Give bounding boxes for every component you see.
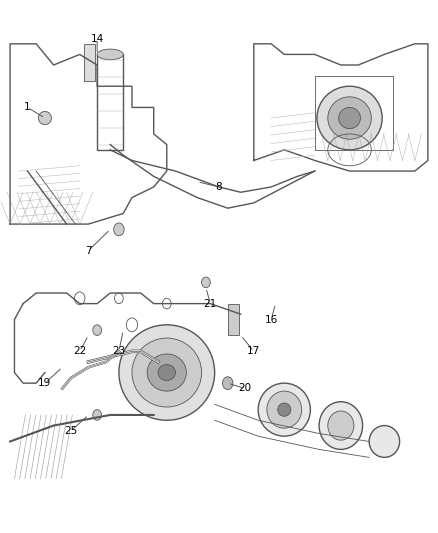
Text: 21: 21 — [204, 298, 217, 309]
Ellipse shape — [339, 108, 360, 128]
Bar — [97, 54, 123, 150]
Circle shape — [93, 410, 102, 420]
Text: 14: 14 — [91, 34, 104, 44]
Ellipse shape — [119, 325, 215, 420]
Circle shape — [162, 298, 171, 309]
Text: 25: 25 — [64, 426, 78, 436]
Ellipse shape — [328, 411, 354, 440]
Ellipse shape — [158, 365, 176, 381]
Circle shape — [201, 277, 210, 288]
Ellipse shape — [147, 354, 186, 391]
Text: 22: 22 — [73, 346, 86, 357]
Circle shape — [114, 223, 124, 236]
Text: 23: 23 — [112, 346, 126, 357]
Circle shape — [93, 325, 102, 335]
Text: 17: 17 — [247, 346, 261, 357]
Bar — [315, 76, 393, 150]
Ellipse shape — [97, 49, 123, 60]
Ellipse shape — [328, 97, 371, 139]
Circle shape — [126, 318, 138, 332]
Ellipse shape — [132, 338, 201, 407]
Circle shape — [223, 377, 233, 390]
Bar — [228, 304, 239, 335]
Ellipse shape — [278, 403, 291, 416]
Text: 1: 1 — [24, 102, 31, 112]
Ellipse shape — [258, 383, 311, 436]
Circle shape — [74, 292, 85, 305]
Text: 16: 16 — [265, 314, 278, 325]
Text: 8: 8 — [215, 182, 223, 192]
Text: 7: 7 — [85, 246, 92, 256]
Ellipse shape — [319, 402, 363, 449]
Text: 20: 20 — [239, 383, 252, 393]
Ellipse shape — [39, 111, 51, 125]
Ellipse shape — [317, 86, 382, 150]
Ellipse shape — [267, 391, 302, 428]
Bar — [84, 44, 95, 81]
Ellipse shape — [369, 425, 399, 457]
Text: 19: 19 — [38, 378, 52, 388]
Circle shape — [115, 293, 123, 304]
